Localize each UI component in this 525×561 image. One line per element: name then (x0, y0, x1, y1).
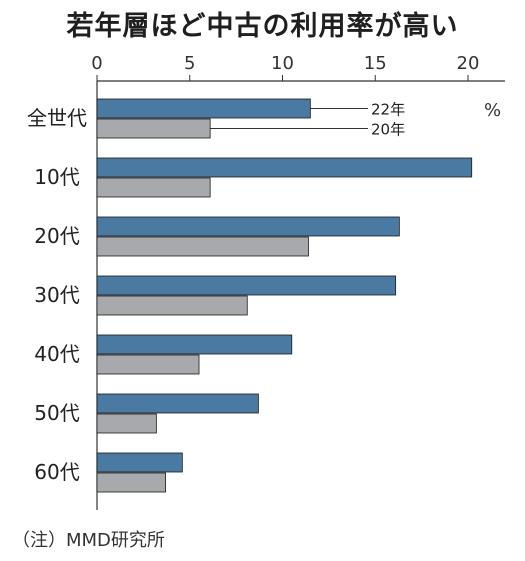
bar-series2 (96, 177, 211, 198)
bar-series1 (96, 393, 259, 414)
chart-title: 若年層ほど中古の利用率が高い (66, 11, 459, 42)
x-tick-label: 10 (271, 53, 294, 74)
bar-series1 (96, 452, 183, 473)
bar-series2 (96, 236, 309, 257)
bar-series2 (96, 413, 157, 434)
x-tick-label: 15 (364, 53, 387, 74)
legend-label: 22年 (371, 101, 405, 119)
category-label: 30代 (34, 283, 79, 307)
x-tick-label: 5 (184, 53, 195, 74)
bar-series1 (96, 216, 400, 237)
bar-series1 (96, 98, 311, 119)
category-label: 全世代 (27, 106, 87, 130)
x-tick-label: 0 (91, 53, 102, 74)
bar-series1 (96, 275, 397, 296)
category-label: 50代 (34, 401, 79, 425)
bar-series2 (96, 354, 200, 375)
legend-label: 20年 (371, 121, 405, 139)
category-label: 20代 (34, 224, 79, 248)
category-label: 40代 (34, 342, 79, 366)
category-label: 10代 (34, 165, 79, 189)
bar-series2 (96, 118, 211, 139)
x-tick-label: 20 (457, 53, 480, 74)
bar-series2 (96, 295, 248, 316)
category-label: 60代 (34, 460, 79, 484)
bar-series1 (96, 157, 473, 178)
bar-series2 (96, 472, 167, 493)
source-note: （注）MMD研究所 (12, 530, 165, 551)
bar-series1 (96, 334, 293, 355)
unit-label: % (484, 100, 502, 121)
